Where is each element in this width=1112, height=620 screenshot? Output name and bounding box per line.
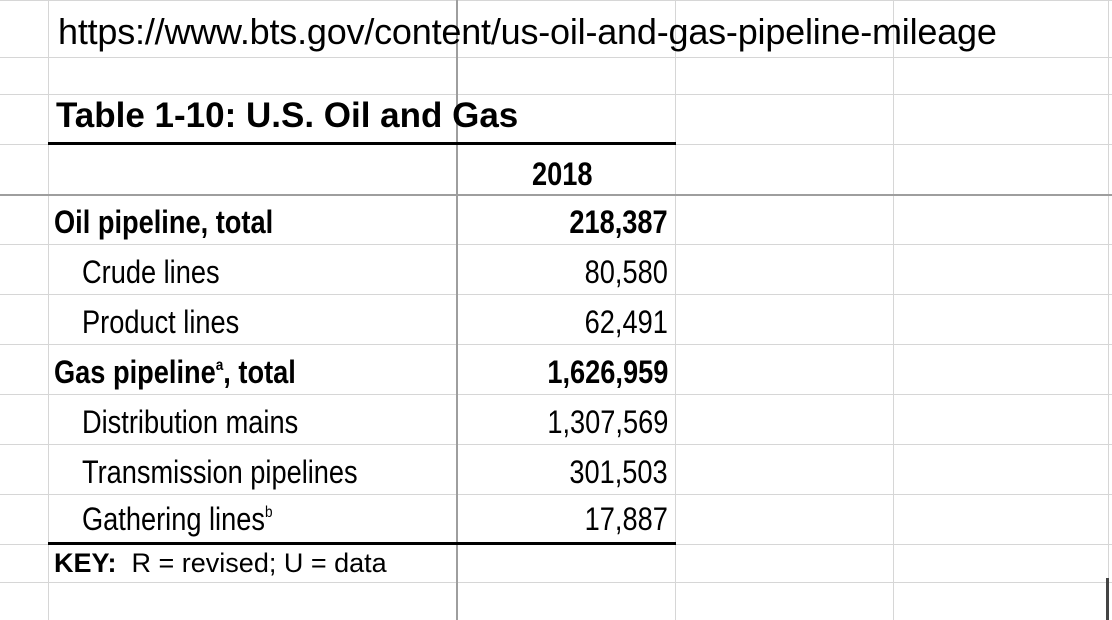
row-value-distribution-mains[interactable]: 1,307,569 (546, 404, 668, 440)
year-header[interactable]: 2018 (532, 156, 593, 192)
row-label-suffix: , total (223, 354, 296, 390)
grid-col-line (893, 0, 894, 620)
frozen-column-divider[interactable] (456, 0, 458, 620)
frozen-row-divider[interactable] (0, 194, 1112, 196)
grid-col-line (1108, 0, 1109, 620)
row-label-product-lines[interactable]: Product lines (82, 304, 240, 340)
key-label: KEY: (54, 548, 117, 578)
row-label-text: Gas pipeline (54, 354, 216, 390)
row-value-crude-lines[interactable]: 80,580 (584, 254, 668, 290)
row-label-distribution-mains[interactable]: Distribution mains (82, 404, 299, 440)
row-value-transmission-pipelines[interactable]: 301,503 (569, 454, 668, 490)
row-value-product-lines[interactable]: 62,491 (584, 304, 668, 340)
table-title[interactable]: Table 1-10: U.S. Oil and Gas (56, 96, 519, 135)
grid-col-line (48, 0, 49, 620)
row-label-text: Gathering lines (82, 501, 265, 537)
key-text: R = revised; U = data (131, 548, 387, 578)
row-value-oil-pipeline-total[interactable]: 218,387 (569, 204, 668, 240)
grid-row-line (0, 494, 1112, 495)
footnote-marker-b: b (264, 504, 273, 521)
table-bottom-rule (48, 542, 676, 545)
table-key-note[interactable]: KEY: R = revised; U = data (54, 550, 387, 577)
row-value-gathering-lines[interactable]: 17,887 (584, 501, 668, 537)
grid-row-line (0, 582, 1112, 583)
grid-row-line (0, 57, 1112, 58)
grid-row-line (0, 394, 1112, 395)
source-url-cell[interactable]: https://www.bts.gov/content/us-oil-and-g… (58, 11, 997, 52)
grid-row-line (0, 294, 1112, 295)
row-label-gas-pipeline-total[interactable]: Gas pipelinea, total (54, 356, 296, 388)
grid-row-line (0, 444, 1112, 445)
scrollbar-handle[interactable] (1106, 578, 1109, 620)
row-label-oil-pipeline-total[interactable]: Oil pipeline, total (54, 204, 274, 240)
grid-row-line (0, 244, 1112, 245)
grid-row-line (0, 344, 1112, 345)
grid-row-line (0, 0, 1112, 1)
grid-row-line (0, 94, 1112, 95)
table-top-rule (48, 142, 676, 145)
row-value-gas-pipeline-total[interactable]: 1,626,959 (546, 354, 668, 390)
row-label-transmission-pipelines[interactable]: Transmission pipelines (82, 454, 358, 490)
row-label-gathering-lines[interactable]: Gathering linesb (82, 503, 273, 535)
footnote-marker-a: a (215, 357, 224, 374)
row-label-crude-lines[interactable]: Crude lines (82, 254, 220, 290)
grid-col-line (675, 0, 676, 620)
